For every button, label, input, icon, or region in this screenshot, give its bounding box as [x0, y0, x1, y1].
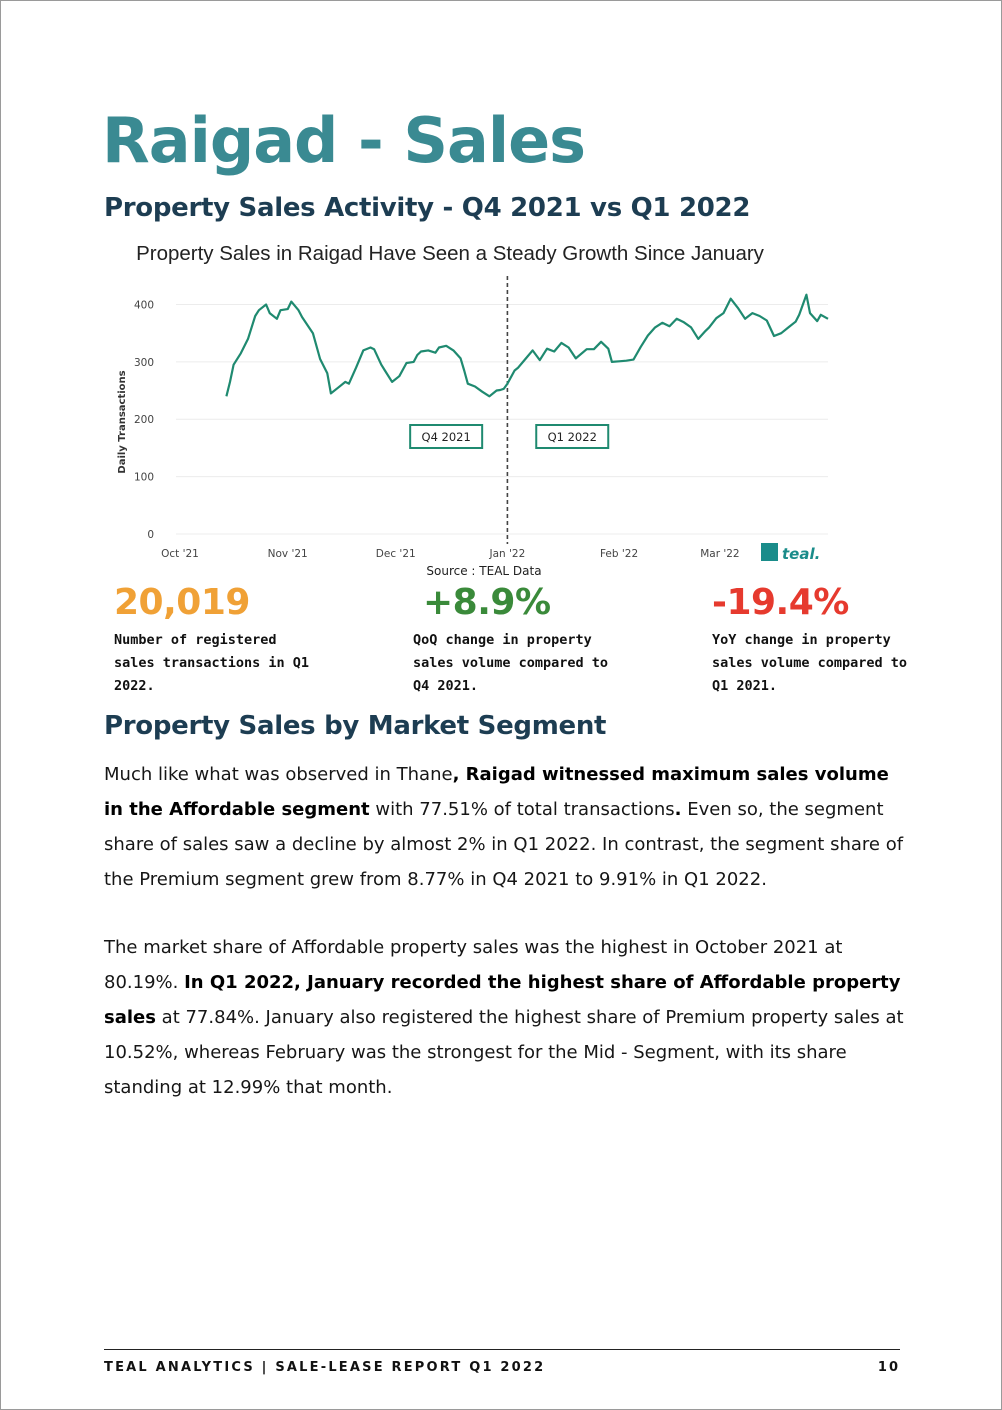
- page-number: 10: [877, 1360, 900, 1375]
- x-tick-label: Nov '21: [268, 548, 308, 560]
- y-tick-label: 400: [134, 299, 154, 311]
- x-tick-label: Mar '22: [700, 548, 739, 560]
- stat-value: 20,019: [114, 582, 250, 623]
- stat-description: QoQ change in property sales volume comp…: [413, 632, 609, 694]
- stat-value: +8.9%: [423, 582, 551, 623]
- quarter-label-box: [535, 424, 610, 449]
- text-run: Even so, the segment share of sales saw …: [104, 799, 904, 890]
- stat-description: YoY change in property sales volume comp…: [712, 632, 908, 694]
- chart-gridlines: [176, 303, 828, 535]
- quarter-label-box: [409, 424, 484, 449]
- teal-logo: teal.: [761, 543, 820, 563]
- section-heading-market-segment: Property Sales by Market Segment: [104, 711, 607, 741]
- sales-line-chart: Property Sales in Raigad Have Seen a Ste…: [117, 242, 829, 578]
- quarter-labels: Q4 2021 Q1 2022: [409, 424, 610, 449]
- text-run: with 77.51% of total transactions: [369, 799, 675, 820]
- quarter-label-text: Q4 2021: [422, 430, 471, 444]
- text-run: The market share of Affordable property …: [104, 937, 843, 993]
- sales-series-line: [225, 293, 829, 398]
- stat-description: Number of registered sales transactions …: [114, 632, 310, 694]
- quarter-label-text: Q1 2022: [548, 430, 597, 444]
- teal-logo-text: teal.: [782, 545, 820, 563]
- chart-title: Property Sales in Raigad Have Seen a Ste…: [136, 242, 765, 265]
- y-tick-label: 100: [134, 472, 154, 484]
- paragraph-monthly-share: The market share of Affordable property …: [104, 930, 904, 1105]
- y-axis-label: Daily Transactions: [117, 370, 128, 473]
- page-title: Raigad - Sales: [102, 104, 586, 177]
- sales-chart: Property Sales in Raigad Have Seen a Ste…: [104, 238, 864, 583]
- stat-yoy-change: -19.4% YoY change in property sales volu…: [712, 580, 912, 698]
- footer-divider: [104, 1349, 900, 1350]
- stat-registered-sales: 20,019 Number of registered sales transa…: [114, 580, 314, 698]
- x-tick-label: Feb '22: [600, 548, 638, 560]
- stat-qoq-change: +8.9% QoQ change in property sales volum…: [413, 580, 613, 698]
- section-heading-sales-activity: Property Sales Activity - Q4 2021 vs Q1 …: [104, 193, 751, 223]
- x-tick-label: Dec '21: [376, 548, 416, 560]
- y-tick-label: 200: [134, 414, 154, 426]
- text-run: at 77.84%. January also registered the h…: [104, 1007, 904, 1098]
- x-tick-label: Oct '21: [161, 548, 199, 560]
- bold-run: In Q1 2022, January recorded the highest…: [104, 972, 901, 1028]
- bold-run: , Raigad witnessed maximum sales volume …: [104, 764, 889, 820]
- x-axis-ticks: Oct '21 Nov '21 Dec '21 Jan '22 Feb '22 Mar '…: [161, 548, 740, 560]
- paragraph-segment-overview: Much like what was observed in Thane, Ra…: [104, 757, 904, 897]
- stat-value: -19.4%: [712, 582, 849, 623]
- x-tick-label: Jan '22: [489, 548, 526, 560]
- y-tick-label: 300: [134, 357, 154, 369]
- bold-run: .: [674, 799, 682, 820]
- footer-report-name: TEAL ANALYTICS | SALE-LEASE REPORT Q1 20…: [104, 1360, 546, 1375]
- y-axis-ticks: 0 100 200 300 400: [134, 299, 154, 541]
- teal-logo-mark: [761, 543, 778, 561]
- y-tick-label: 0: [147, 529, 154, 541]
- chart-source: Source : TEAL Data: [426, 564, 541, 578]
- text-run: Much like what was observed in Thane: [104, 764, 453, 785]
